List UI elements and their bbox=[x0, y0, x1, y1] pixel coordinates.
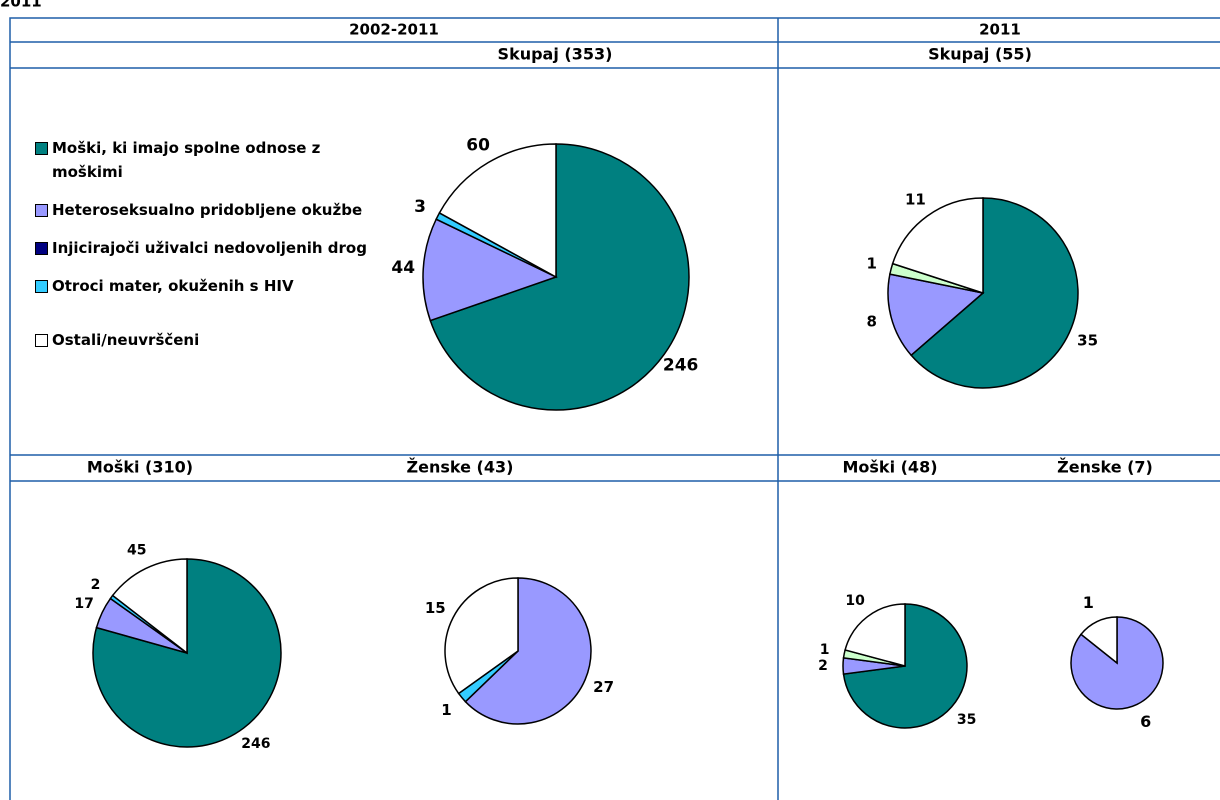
legend-label: Moški, ki imajo spolne odnose z moškimi bbox=[52, 139, 321, 181]
chart-title: Skupaj (55) bbox=[928, 45, 1032, 64]
legend-swatch bbox=[35, 280, 48, 293]
data-label: 17 bbox=[74, 596, 93, 612]
data-label: 6 bbox=[1140, 712, 1151, 731]
data-label: 27 bbox=[593, 678, 614, 696]
legend-item: Injicirajoči uživalci nedovoljenih drog bbox=[35, 236, 380, 260]
data-label: 1 bbox=[1083, 593, 1094, 612]
legend-swatch bbox=[35, 242, 48, 255]
data-label: 10 bbox=[845, 593, 865, 609]
legend-swatch bbox=[35, 204, 48, 217]
chart-title: Moški (310) bbox=[87, 458, 193, 477]
data-label: 15 bbox=[425, 599, 446, 617]
legend-item: Ostali/neuvrščeni bbox=[35, 328, 380, 352]
data-label: 35 bbox=[1077, 331, 1098, 349]
legend-label: Otroci mater, okuženih s HIV bbox=[52, 277, 294, 295]
caption: 2011 bbox=[0, 0, 42, 11]
chart-title: Moški (48) bbox=[842, 458, 937, 477]
legend-item: Otroci mater, okuženih s HIV bbox=[35, 274, 380, 298]
data-label: 246 bbox=[663, 356, 699, 376]
chart-title: Ženske (7) bbox=[1057, 458, 1153, 477]
legend-item: Moški, ki imajo spolne odnose z moškimi bbox=[35, 136, 380, 184]
data-label: 45 bbox=[127, 543, 146, 559]
data-label: 35 bbox=[957, 712, 976, 728]
column-header: 2002-2011 bbox=[349, 21, 439, 39]
data-label: 60 bbox=[466, 135, 490, 155]
data-label: 44 bbox=[391, 258, 415, 278]
pie-slice bbox=[887, 273, 985, 357]
legend-label: Heteroseksualno pridobljene okužbe bbox=[52, 201, 363, 219]
legend-swatch bbox=[35, 334, 48, 347]
data-label: 2 bbox=[818, 658, 828, 674]
data-label: 1 bbox=[820, 642, 830, 658]
data-label: 3 bbox=[414, 197, 426, 217]
data-label: 11 bbox=[905, 190, 926, 208]
pie-slice bbox=[844, 603, 906, 667]
pie-slice bbox=[429, 143, 690, 411]
data-label: 1 bbox=[441, 701, 451, 719]
pie-slice bbox=[438, 143, 557, 279]
pie-slice bbox=[891, 197, 984, 295]
pie-slice bbox=[1079, 616, 1118, 665]
pie-slice bbox=[444, 577, 519, 695]
data-label: 2 bbox=[91, 577, 101, 593]
pie-slice bbox=[464, 577, 592, 725]
legend: Moški, ki imajo spolne odnose z moškimi H… bbox=[35, 136, 380, 366]
pie-slice bbox=[422, 218, 558, 322]
table-grid bbox=[9, 17, 1220, 800]
legend-label: Ostali/neuvrščeni bbox=[52, 331, 200, 349]
data-label: 1 bbox=[867, 254, 877, 272]
column-header: 2011 bbox=[979, 21, 1021, 39]
pie-slice bbox=[111, 558, 188, 655]
pie-slice bbox=[910, 197, 1079, 389]
legend-label: Injicirajoči uživalci nedovoljenih drog bbox=[52, 239, 367, 257]
data-label: 246 bbox=[241, 736, 270, 752]
legend-swatch bbox=[35, 142, 48, 155]
chart-title: Skupaj (353) bbox=[498, 45, 613, 64]
data-label: 8 bbox=[867, 313, 877, 331]
legend-item: Heteroseksualno pridobljene okužbe bbox=[35, 198, 380, 222]
chart-title: Ženske (43) bbox=[407, 458, 514, 477]
